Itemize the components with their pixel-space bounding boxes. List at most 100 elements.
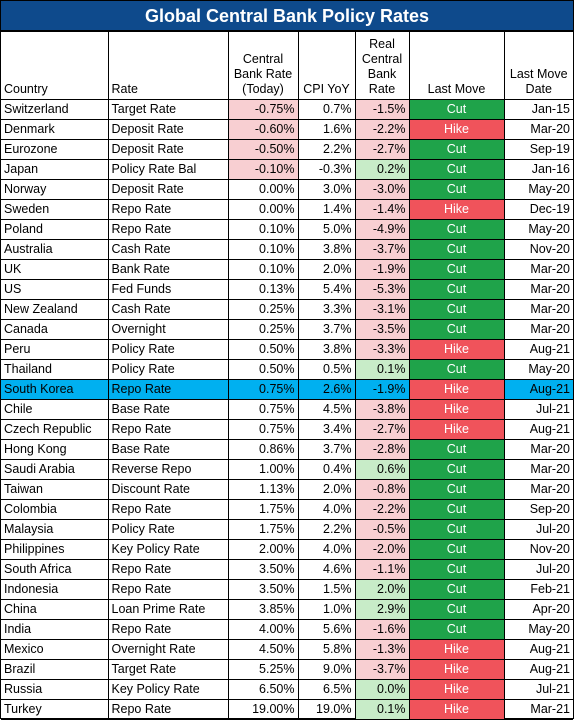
cell-real-rate: -2.2% xyxy=(354,499,410,520)
cell-country: India xyxy=(1,619,109,640)
header-cpi-yoy: CPI YoY xyxy=(297,31,356,100)
cell-country: Norway xyxy=(1,179,109,200)
table-row: Hong Kong Base Rate 0.86% 3.7% -2.8% Cut Mar-2… xyxy=(1,439,573,460)
cell-rate: Target Rate xyxy=(107,659,229,680)
cell-last-move: Cut xyxy=(408,559,505,580)
cell-real-rate: -3.1% xyxy=(354,299,410,320)
cell-central-bank-rate: 1.13% xyxy=(227,479,299,500)
cell-central-bank-rate: 0.00% xyxy=(227,199,299,220)
cell-last-move: Cut xyxy=(408,139,505,160)
cell-central-bank-rate: -0.50% xyxy=(227,139,299,160)
cell-last-move-date: Nov-20 xyxy=(503,539,573,560)
table-body: Switzerland Target Rate -0.75% 0.7% -1.5% Cut… xyxy=(1,99,573,720)
cell-rate: Discount Rate xyxy=(107,479,229,500)
cell-rate: Policy Rate Bal xyxy=(107,159,229,180)
cell-real-rate: -3.8% xyxy=(354,399,410,420)
cell-last-move-date: Mar-20 xyxy=(503,439,573,460)
cell-last-move-date: Mar-20 xyxy=(503,319,573,340)
cell-central-bank-rate: 0.25% xyxy=(227,299,299,320)
cell-cpi-yoy: 5.0% xyxy=(297,219,356,240)
cell-last-move-date: Aug-21 xyxy=(503,659,573,680)
table-row: Sweden Repo Rate 0.00% 1.4% -1.4% Hike Dec-19 xyxy=(1,199,573,220)
cell-rate: Policy Rate xyxy=(107,359,229,380)
header-date-line-1: Last Move xyxy=(509,67,568,81)
cell-rate: Fed Funds xyxy=(107,279,229,300)
cell-real-rate: -2.2% xyxy=(354,119,410,140)
cell-real-rate: 0.6% xyxy=(354,459,410,480)
cell-country: Denmark xyxy=(1,119,109,140)
cell-cpi-yoy: 3.3% xyxy=(297,299,356,320)
cell-last-move: Hike xyxy=(408,379,505,400)
table-row: Czech Republic Repo Rate 0.75% 3.4% -2.7% Hik… xyxy=(1,419,573,440)
cell-last-move: Cut xyxy=(408,579,505,600)
cell-last-move-date: Aug-21 xyxy=(503,639,573,660)
table-row: Brazil Target Rate 5.25% 9.0% -3.7% Hike Aug-2… xyxy=(1,659,573,680)
header-row: Country Rate Central Bank Rate (Today) C… xyxy=(1,31,573,100)
cell-last-move-date: Dec-19 xyxy=(503,199,573,220)
cell-real-rate: -5.3% xyxy=(354,279,410,300)
cell-rate: Key Policy Rate xyxy=(107,539,229,560)
cell-rate: Repo Rate xyxy=(107,559,229,580)
cell-country: Czech Republic xyxy=(1,419,109,440)
cell-central-bank-rate: -0.75% xyxy=(227,99,299,120)
cell-rate: Reverse Repo xyxy=(107,459,229,480)
header-cb-line-2: Bank Rate xyxy=(233,67,293,81)
cell-last-move: Cut xyxy=(408,279,505,300)
cell-real-rate: -1.4% xyxy=(354,199,410,220)
table-row: Turkey Repo Rate 19.00% 19.0% 0.1% Hike Mar-21 xyxy=(1,699,573,720)
cell-real-rate: -4.9% xyxy=(354,219,410,240)
cell-cpi-yoy: 3.7% xyxy=(297,439,356,460)
cell-last-move-date: Mar-20 xyxy=(503,299,573,320)
cell-last-move-date: Sep-20 xyxy=(503,499,573,520)
cell-cpi-yoy: 1.4% xyxy=(297,199,356,220)
cell-last-move: Cut xyxy=(408,499,505,520)
cell-rate: Repo Rate xyxy=(107,219,229,240)
cell-country: Russia xyxy=(1,679,109,700)
cell-cpi-yoy: 19.0% xyxy=(297,699,356,720)
table-row: Norway Deposit Rate 0.00% 3.0% -3.0% Cut May-2… xyxy=(1,179,573,200)
cell-real-rate: -1.5% xyxy=(354,99,410,120)
cell-country: Japan xyxy=(1,159,109,180)
cell-cpi-yoy: 2.2% xyxy=(297,139,356,160)
cell-rate: Key Policy Rate xyxy=(107,679,229,700)
header-real-line-2: Central xyxy=(361,52,403,66)
header-country: Country xyxy=(1,31,109,100)
header-real-line-3: Bank xyxy=(367,67,397,81)
cell-country: Hong Kong xyxy=(1,439,109,460)
cell-real-rate: -3.3% xyxy=(354,339,410,360)
cell-last-move-date: Jul-21 xyxy=(503,399,573,420)
cell-last-move: Cut xyxy=(408,299,505,320)
cell-central-bank-rate: 1.75% xyxy=(227,519,299,540)
cell-country: Canada xyxy=(1,319,109,340)
table-row: Denmark Deposit Rate -0.60% 1.6% -2.2% Hike Ma… xyxy=(1,119,573,140)
cell-real-rate: -2.8% xyxy=(354,439,410,460)
cell-real-rate: -1.9% xyxy=(354,379,410,400)
cell-country: Indonesia xyxy=(1,579,109,600)
cell-last-move: Cut xyxy=(408,219,505,240)
cell-central-bank-rate: 3.50% xyxy=(227,579,299,600)
header-cb-line-1: Central xyxy=(242,52,284,66)
cell-country: Australia xyxy=(1,239,109,260)
cell-last-move: Cut xyxy=(408,99,505,120)
cell-last-move: Hike xyxy=(408,419,505,440)
cell-rate: Repo Rate xyxy=(107,619,229,640)
table-row: Indonesia Repo Rate 3.50% 1.5% 2.0% Cut Feb-21 xyxy=(1,579,573,600)
cell-country: Switzerland xyxy=(1,99,109,120)
cell-cpi-yoy: 3.8% xyxy=(297,239,356,260)
cell-real-rate: -2.0% xyxy=(354,539,410,560)
cell-rate: Base Rate xyxy=(107,439,229,460)
cell-real-rate: -1.6% xyxy=(354,619,410,640)
cell-cpi-yoy: 6.5% xyxy=(297,679,356,700)
cell-last-move-date: Mar-20 xyxy=(503,119,573,140)
cell-cpi-yoy: 2.2% xyxy=(297,519,356,540)
cell-last-move: Cut xyxy=(408,179,505,200)
cell-real-rate: -0.8% xyxy=(354,479,410,500)
cell-central-bank-rate: 1.00% xyxy=(227,459,299,480)
table-row: Australia Cash Rate 0.10% 3.8% -3.7% Cut Nov-2… xyxy=(1,239,573,260)
cell-cpi-yoy: 1.0% xyxy=(297,599,356,620)
header-real-line-4: Rate xyxy=(368,82,396,96)
cell-country: Poland xyxy=(1,219,109,240)
cell-last-move: Hike xyxy=(408,399,505,420)
cell-country: Philippines xyxy=(1,539,109,560)
table-row: Mexico Overnight Rate 4.50% 5.8% -1.3% Hike Au… xyxy=(1,639,573,660)
